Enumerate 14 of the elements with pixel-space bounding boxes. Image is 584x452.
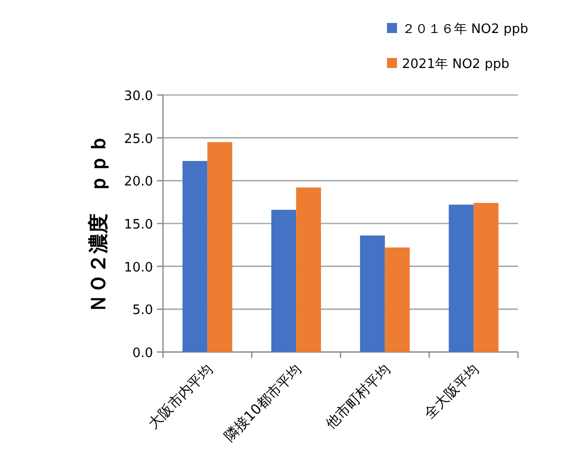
y-tick-label: 25.0 [124,132,153,147]
legend-label: ２０１６年 NO2 ppb [402,22,528,37]
x-tick-label: 大阪市内平均 [145,362,216,432]
x-tick-label: 隣接10都市平均 [222,362,305,445]
y-tick-label: 15.0 [124,218,153,232]
x-tick-label: 全大阪平均 [422,362,482,422]
y-tick-label: 0.0 [132,346,153,361]
y-tick-label: 10.0 [124,260,153,276]
y-tick-label: 30.0 [124,89,153,104]
x-tick-label: 他市町村平均 [322,362,394,432]
y-tick-label: 20.0 [124,174,153,190]
y-axis-title: ＮＯ２濃度 ｐｐｂ [86,134,110,314]
legend-label: 2021年 NO2 ppb [402,57,510,72]
y-tick-label: 5.0 [132,303,153,318]
